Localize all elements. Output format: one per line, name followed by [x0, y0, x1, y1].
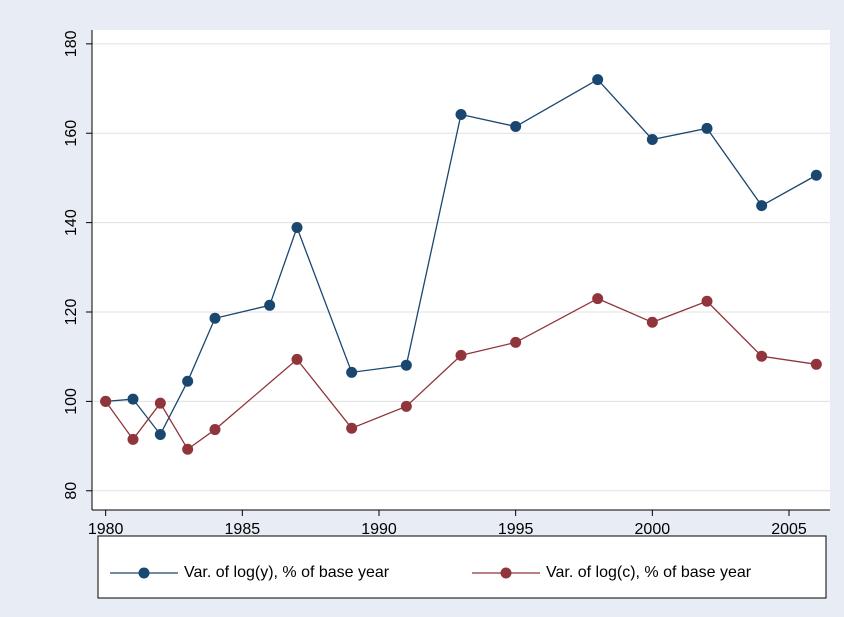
legend-label: Var. of log(y), % of base year	[184, 564, 390, 581]
y-tick-label: 80	[63, 482, 80, 500]
point	[400, 359, 412, 371]
point	[100, 395, 112, 407]
x-tick-label: 1990	[361, 521, 397, 538]
x-tick-label: 2000	[635, 521, 671, 538]
plot: 80 100 120 140 160 180 1980 1985 1990 1995 2000 200…	[63, 30, 830, 581]
point	[646, 316, 658, 328]
point	[127, 393, 139, 405]
point	[182, 443, 194, 455]
y-tick-label: 160	[63, 120, 80, 147]
y-tick-label: 140	[63, 209, 80, 236]
y-tick-label: 100	[63, 388, 80, 415]
point	[810, 358, 822, 370]
point	[291, 353, 303, 365]
point	[209, 312, 221, 324]
series-line	[105, 78, 817, 436]
point	[264, 299, 276, 311]
point	[701, 122, 713, 134]
point	[209, 424, 221, 436]
x-tick-label: 1985	[225, 521, 261, 538]
point	[592, 74, 604, 86]
point	[510, 121, 522, 133]
legend-label: Var. of log(c), % of base year	[546, 564, 752, 581]
y-tick-label: 120	[63, 299, 80, 326]
x-tick-label: 1980	[88, 521, 124, 538]
y-tick-label: 180	[63, 30, 80, 57]
point	[182, 375, 194, 387]
point	[291, 222, 303, 234]
point	[346, 422, 358, 434]
point	[154, 397, 166, 409]
point	[455, 108, 467, 120]
point	[346, 366, 358, 378]
legend-marker	[500, 567, 512, 579]
point	[127, 433, 139, 445]
point	[592, 293, 604, 305]
x-tick-label: 2005	[771, 521, 807, 538]
point	[701, 295, 713, 307]
point	[756, 350, 768, 362]
point	[646, 133, 658, 145]
point	[154, 428, 166, 440]
legend-box	[97, 535, 827, 599]
legend-marker	[138, 567, 150, 579]
point	[756, 200, 768, 212]
point	[455, 349, 467, 361]
point	[510, 336, 522, 348]
point	[400, 400, 412, 412]
x-tick-label: 1995	[498, 521, 534, 538]
point	[810, 169, 822, 181]
